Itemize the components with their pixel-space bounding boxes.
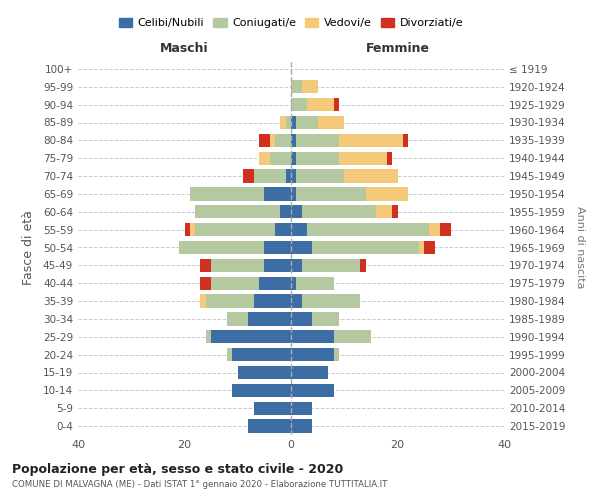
Bar (302, 258, 360, 272)
Bar (360, 258, 365, 272)
Bar (259, 152, 270, 165)
Bar (291, 348, 334, 362)
Bar (275, 134, 291, 147)
Bar (291, 80, 302, 94)
Bar (206, 294, 254, 308)
Bar (334, 330, 371, 344)
Bar (270, 134, 275, 147)
Bar (296, 134, 339, 147)
Bar (195, 205, 280, 218)
Bar (296, 170, 344, 183)
Bar (334, 98, 339, 112)
Bar (440, 223, 451, 236)
Bar (211, 276, 259, 290)
Bar (291, 98, 307, 112)
Bar (376, 205, 392, 218)
Bar (302, 205, 376, 218)
Bar (254, 170, 286, 183)
Bar (270, 152, 291, 165)
Bar (232, 384, 291, 397)
Bar (275, 223, 291, 236)
Bar (190, 223, 195, 236)
Bar (424, 241, 435, 254)
Bar (190, 187, 265, 200)
Bar (365, 187, 408, 200)
Bar (291, 223, 307, 236)
Bar (243, 170, 254, 183)
Bar (195, 223, 275, 236)
Bar (334, 348, 339, 362)
Bar (296, 187, 365, 200)
Bar (227, 348, 232, 362)
Bar (291, 116, 296, 129)
Bar (206, 330, 211, 344)
Bar (265, 187, 291, 200)
Bar (291, 205, 302, 218)
Bar (200, 276, 211, 290)
Bar (227, 312, 248, 326)
Bar (291, 258, 302, 272)
Text: Popolazione per età, sesso e stato civile - 2020: Popolazione per età, sesso e stato civil… (12, 462, 343, 475)
Bar (291, 276, 296, 290)
Bar (179, 241, 265, 254)
Text: COMUNE DI MALVAGNA (ME) - Dati ISTAT 1° gennaio 2020 - Elaborazione TUTTITALIA.I: COMUNE DI MALVAGNA (ME) - Dati ISTAT 1° … (12, 480, 388, 489)
Bar (254, 294, 291, 308)
Bar (265, 258, 291, 272)
Bar (291, 312, 313, 326)
Bar (211, 258, 265, 272)
Bar (248, 312, 291, 326)
Bar (307, 98, 334, 112)
Y-axis label: Fasce di età: Fasce di età (22, 210, 35, 285)
Bar (259, 134, 270, 147)
Bar (238, 366, 291, 379)
Bar (302, 80, 317, 94)
Bar (387, 152, 392, 165)
Bar (200, 258, 211, 272)
Bar (254, 402, 291, 415)
Bar (291, 384, 334, 397)
Legend: Celibi/Nubili, Coniugati/e, Vedovi/e, Divorziati/e: Celibi/Nubili, Coniugati/e, Vedovi/e, Di… (115, 13, 467, 32)
Bar (291, 330, 334, 344)
Bar (419, 241, 424, 254)
Bar (291, 420, 313, 433)
Bar (291, 294, 302, 308)
Bar (291, 366, 328, 379)
Bar (430, 223, 440, 236)
Bar (200, 294, 206, 308)
Bar (339, 134, 403, 147)
Bar (339, 152, 387, 165)
Bar (291, 152, 296, 165)
Text: Femmine: Femmine (365, 42, 430, 54)
Y-axis label: Anni di nascita: Anni di nascita (575, 206, 585, 289)
Bar (307, 223, 430, 236)
Bar (291, 187, 296, 200)
Text: Maschi: Maschi (160, 42, 209, 54)
Bar (296, 276, 334, 290)
Bar (313, 312, 339, 326)
Bar (211, 330, 291, 344)
Bar (286, 116, 291, 129)
Bar (248, 420, 291, 433)
Bar (296, 152, 339, 165)
Bar (291, 134, 296, 147)
Bar (232, 348, 291, 362)
Bar (296, 116, 317, 129)
Bar (313, 241, 419, 254)
Bar (317, 116, 344, 129)
Bar (344, 170, 398, 183)
Bar (286, 170, 291, 183)
Bar (259, 276, 291, 290)
Bar (291, 402, 313, 415)
Bar (280, 116, 286, 129)
Bar (403, 134, 408, 147)
Bar (185, 223, 190, 236)
Bar (291, 241, 313, 254)
Bar (291, 170, 296, 183)
Bar (265, 241, 291, 254)
Bar (392, 205, 398, 218)
Bar (280, 205, 291, 218)
Bar (302, 294, 360, 308)
